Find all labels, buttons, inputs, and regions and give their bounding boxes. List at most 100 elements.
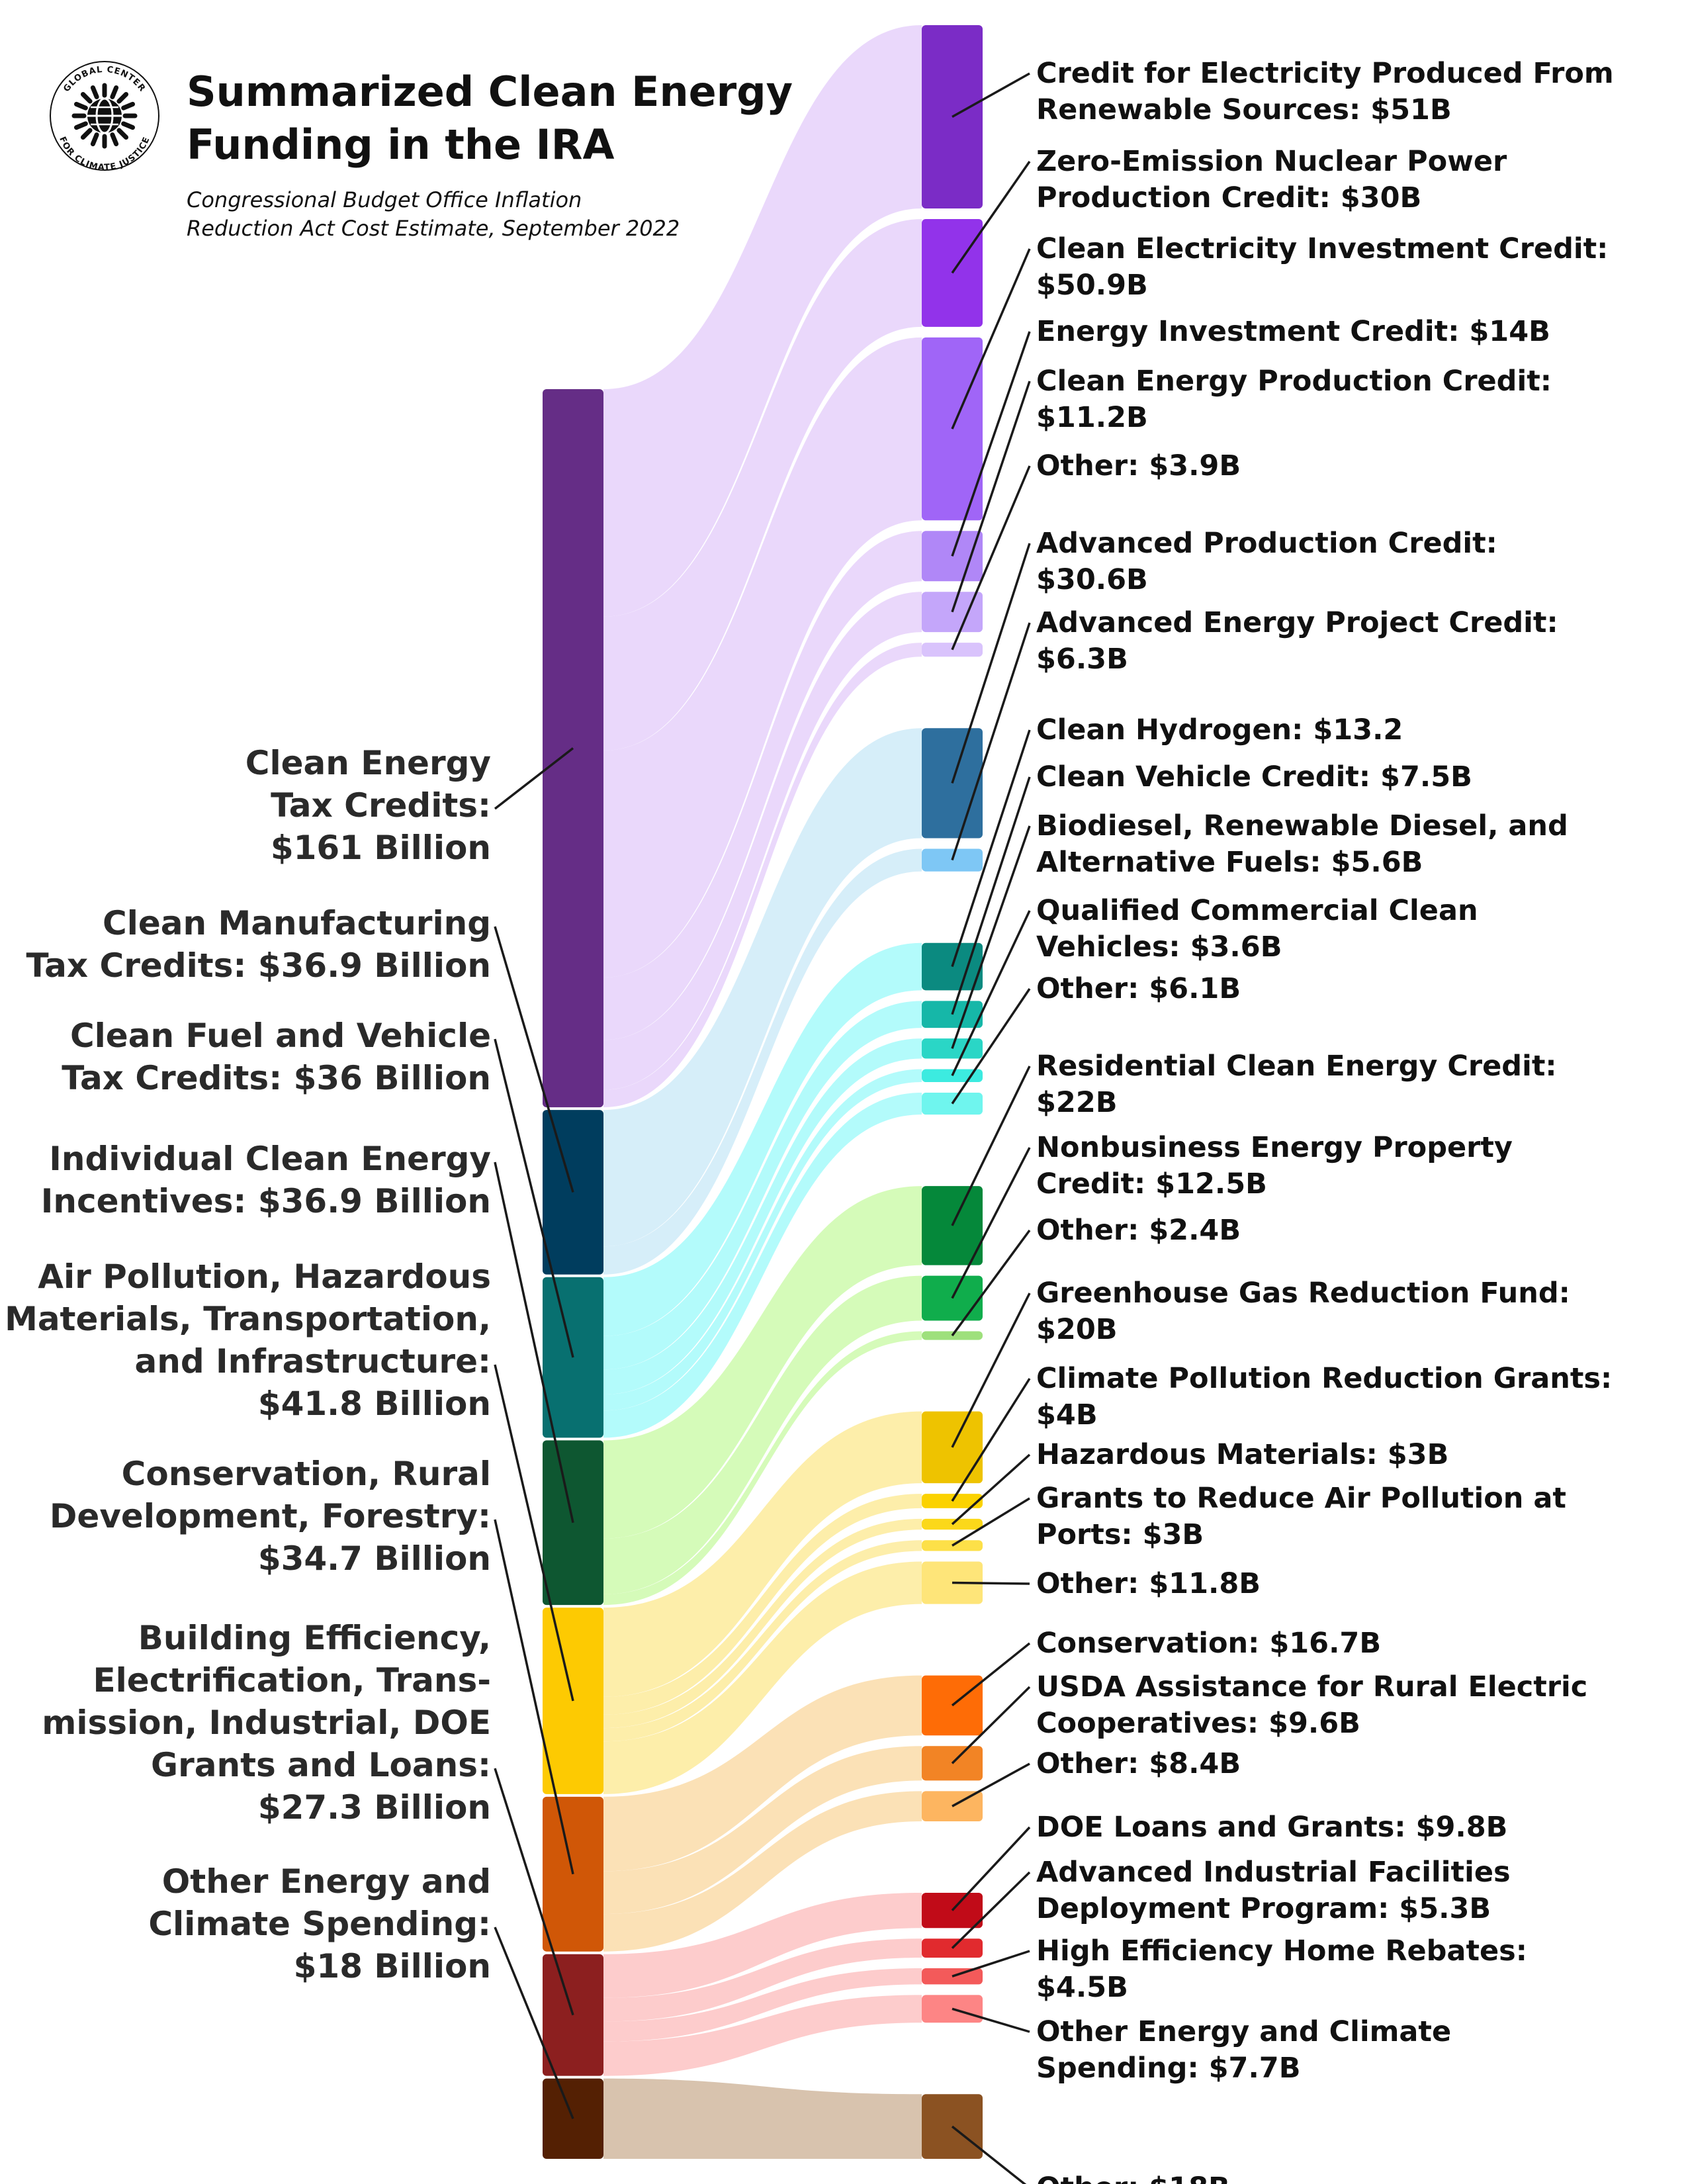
leader-line (951, 1066, 1031, 1226)
flow-band (603, 1791, 922, 1952)
chart-title-line-2: Funding in the IRA (187, 120, 614, 169)
leader-line (951, 331, 1031, 557)
flows (603, 25, 922, 2159)
subcategory-label: Nonbusiness Energy Property Credit: $12.5… (1036, 1131, 1513, 1201)
leader-lines (494, 72, 1031, 2184)
leader-line (494, 1038, 574, 1358)
subcategory-label: DOE Loans and Grants: $9.8B (1036, 1811, 1507, 1844)
flow-band (603, 1186, 922, 1539)
flow-band (603, 1995, 922, 2076)
subcategory-label: Other: $18B (1036, 2171, 1230, 2184)
leader-line (951, 825, 1031, 1049)
subcategory-label: Advanced Energy Project Credit: $6.3B (1036, 606, 1558, 676)
leader-line (951, 622, 1031, 861)
flow-band (603, 1893, 922, 1998)
subcategory-label: Energy Investment Credit: $14B (1036, 315, 1550, 348)
subcategory-label: Advanced Production Credit: $30.6B (1036, 527, 1497, 596)
leader-line (951, 1826, 1031, 1911)
subcategory-label: Conservation: $16.7B (1036, 1627, 1381, 1660)
leader-line (494, 747, 574, 810)
leader-line (951, 776, 1031, 1015)
flow-band (603, 1518, 922, 1729)
logo-ring (50, 61, 159, 171)
leader-line (494, 1519, 574, 1875)
flow-band (603, 25, 922, 617)
flow-band (603, 1069, 922, 1411)
category-label: Clean Manufacturing Tax Credits: $36.9 Bi… (26, 904, 492, 985)
flow-band (603, 1331, 922, 1606)
subcategory-label: Other: $6.1B (1036, 972, 1241, 1005)
leader-line (951, 1378, 1031, 1502)
leader-line (494, 1927, 574, 2120)
subcategory-label: Other: $11.8B (1036, 1567, 1261, 1600)
flow-band (603, 1938, 922, 2022)
leader-line (951, 381, 1031, 613)
leader-line (952, 72, 1030, 118)
flow-band (603, 337, 922, 978)
subcategory-label: Biodiesel, Renewable Diesel, and Alternat… (1036, 809, 1568, 879)
leader-line (494, 926, 574, 1193)
leader-line (952, 1950, 1030, 1978)
subcategory-label: Grants to Reduce Air Pollution at Ports: … (1036, 1482, 1566, 1551)
leader-line (951, 988, 1031, 1105)
subcategory-label: Other Energy and Climate Spending: $7.7B (1036, 2015, 1451, 2085)
leader-line (951, 1871, 1031, 1949)
flow-band (603, 1275, 922, 1594)
leader-line (951, 1147, 1031, 1299)
subcategory-label: Advanced Industrial Facilities Deployment… (1036, 1856, 1511, 1925)
leader-line (951, 248, 1031, 430)
leader-line (951, 729, 1031, 968)
flow-band (603, 592, 922, 1090)
leader-line (951, 910, 1031, 1077)
flow-band (603, 942, 922, 1336)
flow-band (603, 1675, 922, 1872)
leader-line (494, 1768, 574, 2016)
category-label: Clean Energy Tax Credits: $161 Billion (245, 744, 491, 867)
flow-band (603, 1001, 922, 1370)
leader-line (494, 1364, 574, 1702)
leader-line (951, 465, 1031, 651)
category-label: Conservation, Rural Development, Forestry… (50, 1455, 491, 1578)
flow-band (603, 1746, 922, 1915)
category-label: Building Efficiency, Electrification, Tra… (42, 1619, 491, 1827)
subcategory-label: Other: $2.4B (1036, 1214, 1241, 1247)
subcategory-label: Zero-Emission Nuclear Power Production Cr… (1036, 145, 1507, 214)
chart-subtitle-line-1: Congressional Budget Office Inflation (187, 187, 582, 212)
leader-line (951, 1453, 1031, 1525)
subcategory-label: Qualified Commercial Clean Vehicles: $3.6… (1036, 894, 1478, 964)
flow-band (603, 1968, 922, 2042)
subcategory-label: USDA Assistance for Rural Electric Cooper… (1036, 1670, 1587, 1740)
leader-line (952, 1581, 1030, 1585)
leader-line (952, 1762, 1030, 1807)
flow-band (603, 218, 922, 751)
flow-band (603, 1561, 922, 1794)
category-label: Other Energy and Climate Spending: $18 Bil… (148, 1862, 491, 1985)
flow-band (603, 2078, 922, 2159)
leader-line (951, 161, 1031, 274)
subcategory-label: Clean Hydrogen: $13.2 (1036, 713, 1403, 747)
leader-line (951, 1642, 1031, 1707)
flow-band (603, 531, 922, 1040)
leader-line (951, 543, 1031, 784)
sun-globe-icon (71, 83, 138, 149)
flow-band (603, 643, 922, 1108)
subcategory-label: Residential Clean Energy Credit: $22B (1036, 1050, 1557, 1119)
subcategory-label: Clean Energy Production Credit: $11.2B (1036, 365, 1552, 434)
category-label: Clean Fuel and Vehicle Tax Credits: $36 B… (62, 1017, 491, 1097)
leader-line (951, 1293, 1031, 1448)
subcategory-bar (922, 643, 983, 657)
chart-title-line-1: Summarized Clean Energy (187, 68, 793, 116)
flow-band (603, 728, 922, 1247)
subcategory-label: Credit for Electricity Produced From Rene… (1036, 57, 1614, 126)
leader-line (951, 1229, 1031, 1337)
flow-band (603, 848, 922, 1275)
flow-band (603, 1411, 922, 1697)
subcategory-label: Other: $3.9B (1036, 449, 1241, 482)
subcategory-label: Climate Pollution Reduction Grants: $4B (1036, 1362, 1612, 1432)
category-label: Air Pollution, Hazardous Materials, Trans… (5, 1257, 491, 1423)
flow-band (603, 1494, 922, 1715)
leader-line (951, 1686, 1031, 1764)
flow-band (603, 1038, 922, 1395)
subcategory-label: Hazardous Materials: $3B (1036, 1438, 1448, 1471)
